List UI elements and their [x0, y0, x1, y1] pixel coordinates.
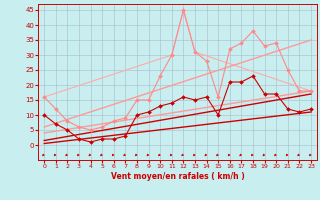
X-axis label: Vent moyen/en rafales ( km/h ): Vent moyen/en rafales ( km/h )	[111, 172, 244, 181]
